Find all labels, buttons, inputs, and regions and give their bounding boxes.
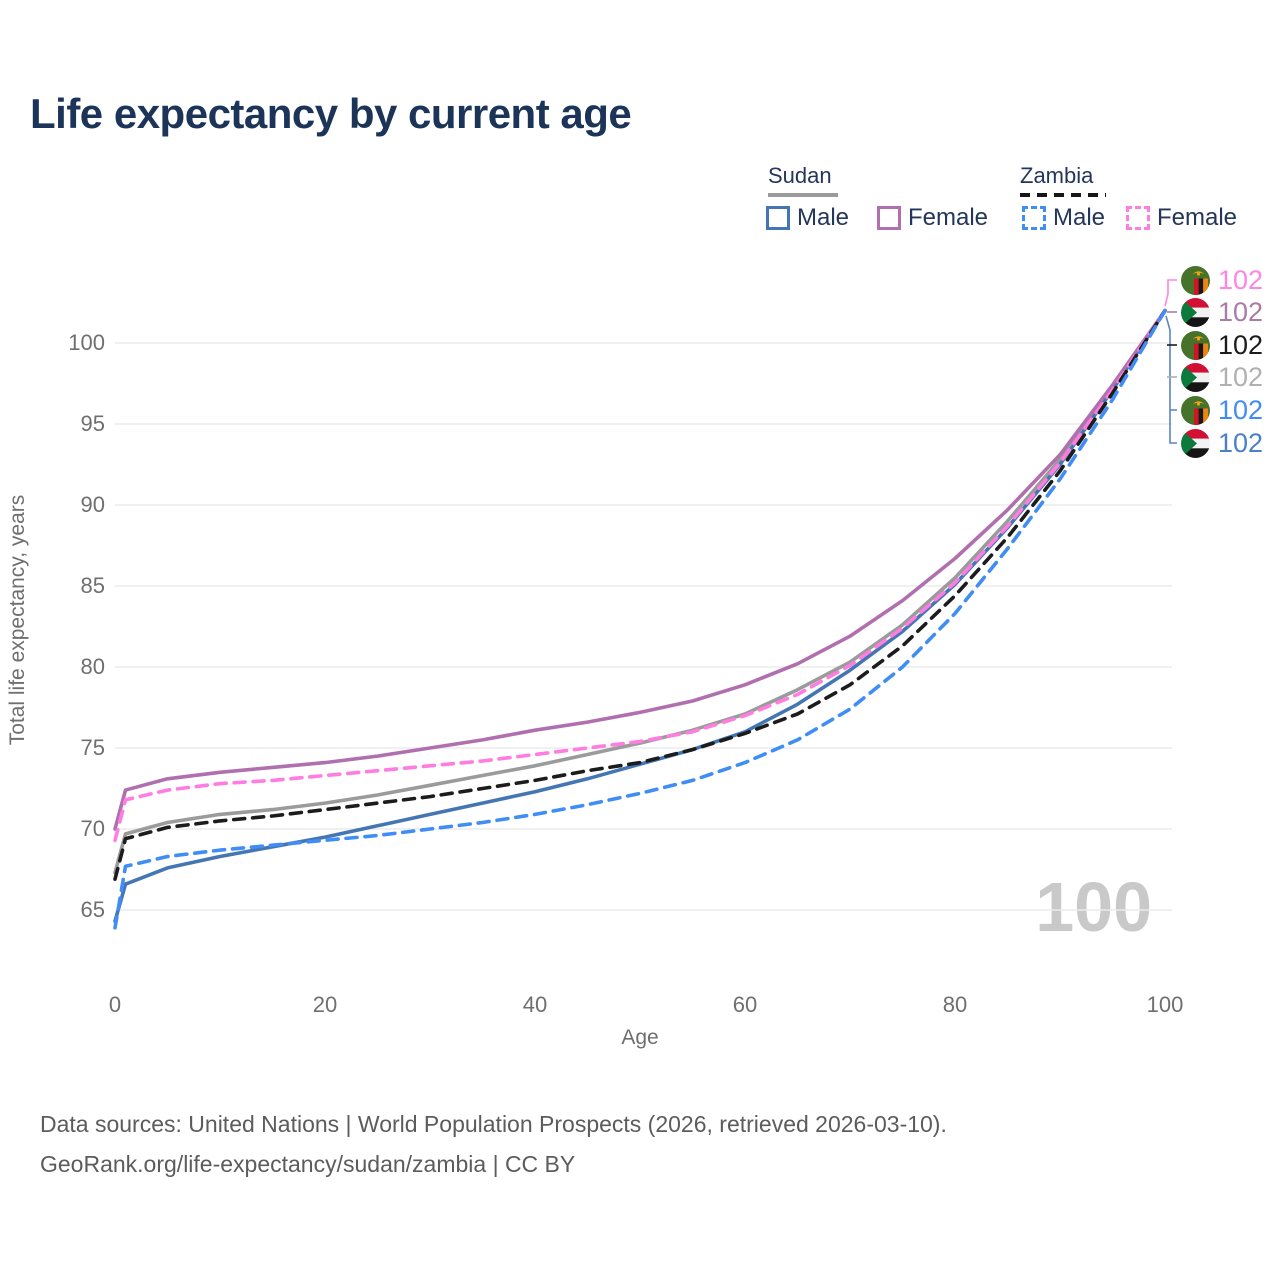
- legend-item-zambia-male[interactable]: Male: [1022, 204, 1105, 232]
- hover-age-watermark: 100: [1035, 868, 1152, 946]
- end-label-sudan-total[interactable]: 102: [1181, 362, 1263, 393]
- footer-attribution-line[interactable]: GeoRank.org/life-expectancy/sudan/zambia…: [40, 1151, 576, 1178]
- y-axis-title: Total life expectancy, years: [6, 494, 29, 746]
- series-line-zambia-female[interactable]: [113, 308, 1167, 843]
- legend-zambia-line-sample: [1020, 193, 1106, 197]
- end-value: 102: [1218, 362, 1264, 392]
- leader-line-zambia-female: [1164, 279, 1177, 307]
- sudan-flag-icon: [1181, 429, 1210, 458]
- end-value: 102: [1218, 265, 1264, 295]
- legend-item-sudan-male[interactable]: Male: [766, 204, 849, 232]
- y-tick-label-80: 80: [80, 654, 105, 679]
- legend-label: Male: [797, 204, 850, 231]
- end-label-zambia-female[interactable]: 102: [1181, 265, 1263, 296]
- series-line-sudan-total[interactable]: [113, 308, 1167, 875]
- legend-group-zambia: Zambia: [1020, 163, 1106, 197]
- series-line-zambia-male[interactable]: [113, 308, 1167, 930]
- zambia-male-swatch-icon: [1022, 206, 1046, 230]
- legend-country-sudan[interactable]: Sudan: [768, 163, 832, 188]
- zambia-flag-icon: [1181, 266, 1210, 295]
- legend-item-sudan-female[interactable]: Female: [877, 204, 988, 232]
- chart-title: Life expectancy by current age: [30, 90, 632, 137]
- end-value: 102: [1218, 428, 1264, 458]
- series-line-zambia-total[interactable]: [113, 308, 1167, 882]
- end-label-sudan-male[interactable]: 102: [1181, 428, 1263, 459]
- end-value: 102: [1218, 330, 1264, 360]
- legend-label: Female: [1157, 204, 1238, 231]
- y-tick-label-100: 100: [68, 330, 105, 355]
- end-label-zambia-total[interactable]: 102: [1181, 330, 1263, 361]
- x-tick-label-40: 40: [522, 992, 548, 1017]
- legend-item-zambia-female[interactable]: Female: [1126, 204, 1237, 232]
- y-tick-label-75: 75: [80, 735, 105, 760]
- x-axis-title: Age: [621, 1026, 659, 1049]
- x-tick-label-20: 20: [312, 992, 338, 1017]
- data-source-footer: Data sources: United Nations | World Pop…: [40, 1104, 947, 1185]
- series-line-sudan-female[interactable]: [113, 308, 1167, 831]
- x-tick-label-60: 60: [732, 992, 758, 1017]
- y-tick-label-95: 95: [80, 411, 105, 436]
- x-tick-label-100: 100: [1146, 992, 1184, 1017]
- end-value: 102: [1218, 395, 1264, 425]
- y-tick-label-90: 90: [80, 492, 105, 517]
- y-tick-label-65: 65: [80, 897, 105, 922]
- legend-label: Male: [1053, 204, 1106, 231]
- end-label-sudan-female[interactable]: 102: [1181, 297, 1263, 328]
- end-label-zambia-male[interactable]: 102: [1181, 395, 1263, 426]
- zambia-flag-icon: [1181, 331, 1210, 360]
- y-tick-label-70: 70: [80, 816, 105, 841]
- footer-sources-line: Data sources: United Nations | World Pop…: [40, 1111, 947, 1137]
- sudan-male-swatch-icon: [766, 206, 790, 230]
- sudan-female-swatch-icon: [877, 206, 901, 230]
- sudan-flag-icon: [1181, 298, 1210, 327]
- y-tick-label-85: 85: [80, 573, 105, 598]
- legend-label: Female: [908, 204, 989, 231]
- legend-country-zambia[interactable]: Zambia: [1020, 163, 1094, 188]
- end-value: 102: [1218, 297, 1264, 327]
- zambia-flag-icon: [1181, 396, 1210, 425]
- legend-sudan-line-sample: [768, 193, 838, 197]
- sudan-flag-icon: [1181, 363, 1210, 392]
- leader-line-males-bracket: [1165, 315, 1177, 444]
- zambia-female-swatch-icon: [1126, 206, 1150, 230]
- x-tick-label-80: 80: [942, 992, 968, 1017]
- x-tick-label-0: 0: [108, 992, 122, 1017]
- legend-group-sudan: Sudan: [768, 163, 838, 197]
